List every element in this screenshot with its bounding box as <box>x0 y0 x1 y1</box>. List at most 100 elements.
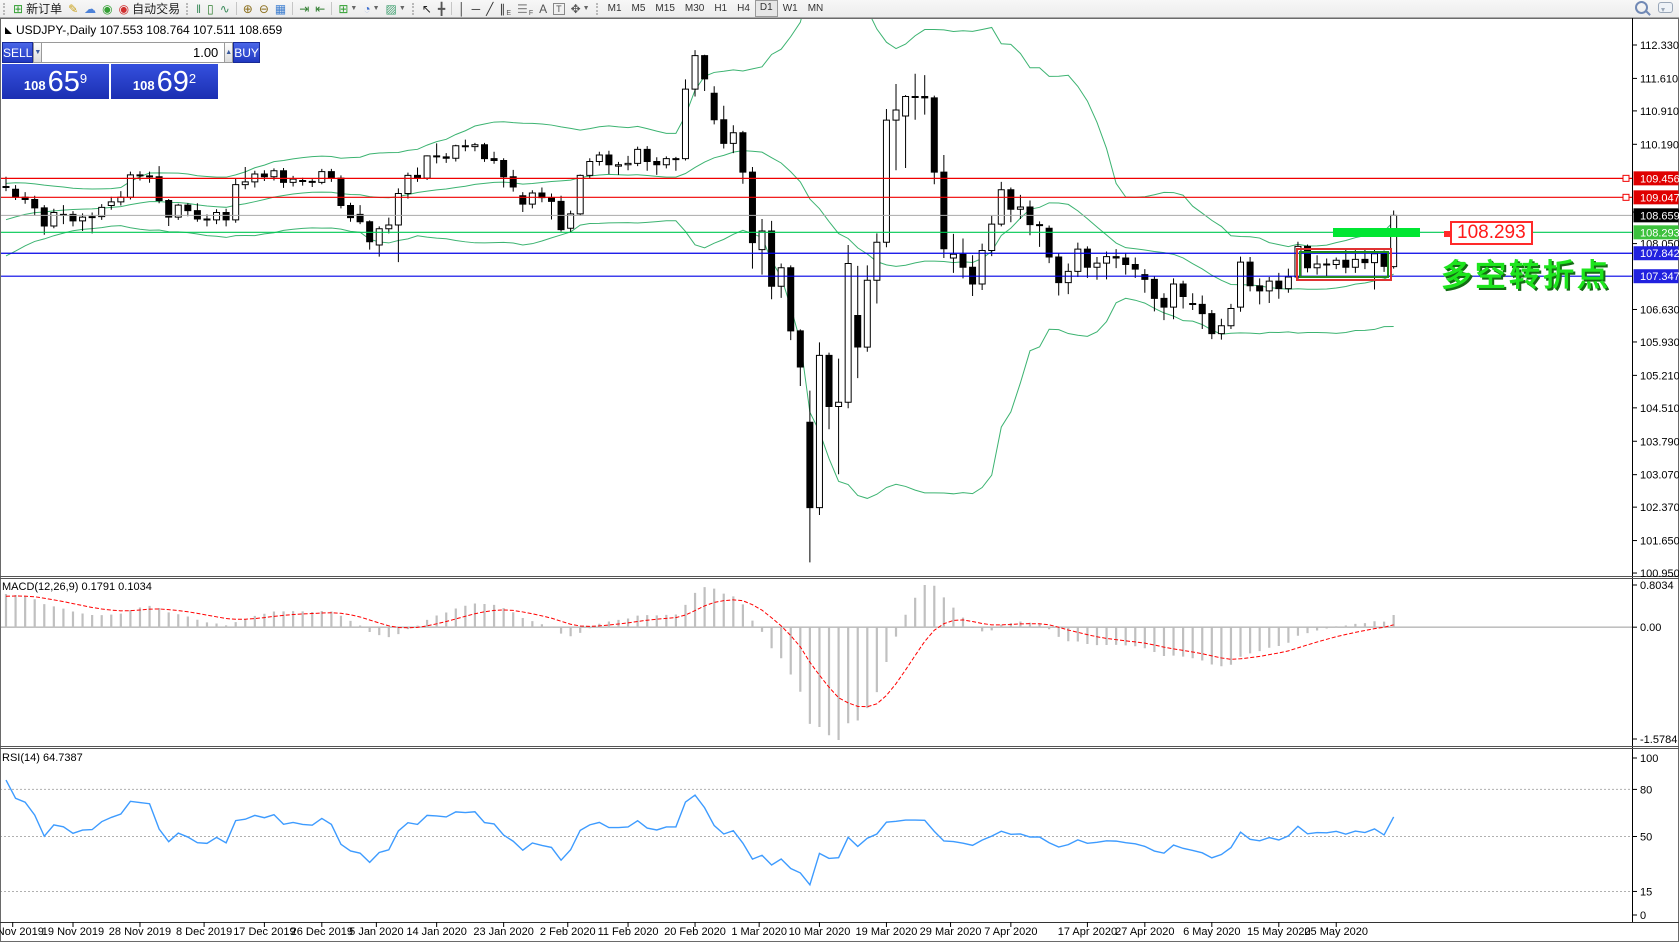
styles-icon[interactable]: ✎ <box>65 1 81 17</box>
price-badge <box>1633 269 1679 284</box>
buy-button[interactable]: BUY <box>233 42 260 63</box>
toolbar-drag-handle[interactable] <box>3 2 7 15</box>
price-tick-label: 101.650 <box>1640 536 1679 548</box>
text-button[interactable]: A <box>536 1 550 17</box>
auto-scroll-button[interactable]: ⇥ <box>296 1 312 17</box>
bearish-candle-bodies <box>2 55 1388 509</box>
price-axis[interactable]: 112.330111.610110.910110.190108.730108.0… <box>1632 40 1679 580</box>
buy-price-box[interactable]: 108 69 2 <box>111 64 218 99</box>
indicators-button[interactable]: ⊞ ▼ <box>335 1 360 17</box>
fibonacci-button[interactable]: ☰ F <box>514 1 536 17</box>
fibonacci-icon: ☰ <box>517 1 528 16</box>
crosshair-button[interactable]: ╋ <box>435 1 448 17</box>
channel-button[interactable]: ∥ E <box>496 1 514 17</box>
bar-chart-button[interactable]: ‖ <box>193 1 204 17</box>
sell-price-box[interactable]: 108 65 9 <box>2 64 109 99</box>
auto-scroll-icon: ⇥ <box>299 1 310 16</box>
icon-sub-letter: F <box>528 9 534 17</box>
volume-input[interactable] <box>42 42 225 63</box>
timeframe-m5-button[interactable]: M5 <box>631 3 646 14</box>
sell-button[interactable]: SELL <box>2 42 34 63</box>
highlight-bar-object[interactable] <box>1333 228 1420 237</box>
price-level-label[interactable]: 108.293 <box>1444 221 1533 245</box>
turning-point-annotation[interactable]: 多空转折点 <box>1441 258 1611 293</box>
horizontal-line-button[interactable]: ─ <box>469 1 484 17</box>
new-order-button[interactable]: ⊞ 新订单 <box>10 1 65 17</box>
tile-windows-button[interactable]: ▦ <box>272 1 289 17</box>
autotrading-button[interactable]: ◉ 自动交易 <box>116 1 184 17</box>
price-badge <box>1633 171 1679 186</box>
one-click-toggle-icon[interactable] <box>5 27 12 34</box>
trendline-button[interactable]: ╱ <box>483 1 496 17</box>
macd-panel <box>0 585 1632 740</box>
rsi-tick-label: 80 <box>1640 784 1652 796</box>
consolidation-rectangle-inner <box>1299 251 1389 278</box>
price-badge <box>1633 208 1679 223</box>
price-tick-label: 111.610 <box>1640 73 1678 85</box>
macd-tick-label: 0.00 <box>1640 622 1661 634</box>
chart-shift-button[interactable]: ⇤ <box>312 1 328 17</box>
indicators-icon: ⊞ <box>338 1 349 16</box>
date-tick-label: 17 Apr 2020 <box>1058 926 1117 938</box>
price-tick-label: 102.370 <box>1640 502 1679 514</box>
timeframe-h1-button[interactable]: H1 <box>714 3 728 14</box>
price-tick-label: 103.070 <box>1640 470 1679 482</box>
rsi-tick-label: 50 <box>1640 832 1652 844</box>
price-badge <box>1633 246 1679 261</box>
timeframe-w1-button[interactable]: W1 <box>782 3 798 14</box>
community-icon[interactable]: ☁ <box>81 1 99 17</box>
dropdown-caret-icon: ▼ <box>582 5 590 12</box>
timeframe-m1-button[interactable]: M1 <box>607 3 622 14</box>
volume-increase-button[interactable]: ▲ <box>224 42 234 63</box>
price-badge-label: 108.293 <box>1640 227 1679 239</box>
arrows-button[interactable]: ✥ ▼ <box>568 1 593 17</box>
date-tick-label: 19 Nov 2019 <box>42 926 104 938</box>
date-tick-label: 26 Dec 2019 <box>291 926 353 938</box>
label-button[interactable]: T <box>550 1 568 17</box>
signals-icon[interactable]: ◉ <box>99 1 115 17</box>
timeframe-m30-button[interactable]: M30 <box>684 3 705 14</box>
zoom-out-button[interactable]: ⊖ <box>256 1 272 17</box>
candlestick-button[interactable]: ▯ <box>204 1 217 17</box>
periods-button[interactable]: ◔ ▼ <box>360 1 382 17</box>
date-tick-label: 15 May 2020 <box>1247 926 1311 938</box>
rsi-panel <box>0 779 1632 892</box>
timeframe-h4-button[interactable]: H4 <box>737 3 750 14</box>
hline-endpoint-icon[interactable] <box>1622 193 1630 201</box>
cursor-button[interactable]: ↖ <box>419 1 435 17</box>
candlestick-icon: ▯ <box>207 1 214 16</box>
templates-button[interactable]: ▨ ▼ <box>383 1 409 17</box>
date-tick-label: 10 Mar 2020 <box>789 926 851 938</box>
date-tick-label: 8 Dec 2019 <box>176 926 232 938</box>
date-tick-label: 10 Nov 2019 <box>0 926 44 938</box>
volume-decrease-button[interactable]: ▼ <box>33 42 43 63</box>
zoom-in-button[interactable]: ⊕ <box>240 1 256 17</box>
consolidation-rectangle-object[interactable] <box>1296 248 1392 281</box>
new-order-button-label: 新订单 <box>26 2 63 16</box>
timeframe-mn-button[interactable]: MN <box>807 3 824 14</box>
toolbar-drag-handle[interactable] <box>411 2 416 15</box>
search-icon[interactable] <box>1635 1 1648 14</box>
horizontal-line-icon: ─ <box>471 1 481 16</box>
price-tick-label: 104.510 <box>1640 403 1679 415</box>
date-tick-label: 23 Jan 2020 <box>473 926 534 938</box>
price-badge-label: 108.659 <box>1640 210 1679 222</box>
vertical-line-button[interactable]: │ <box>455 1 469 17</box>
toolbar-drag-handle[interactable] <box>186 2 190 15</box>
zoom-in-icon: ⊕ <box>242 1 253 16</box>
line-chart-button[interactable]: ∿ <box>217 1 233 17</box>
date-tick-label: 20 Feb 2020 <box>664 926 726 938</box>
sell-price-bigfigure: 108 <box>23 78 46 93</box>
date-tick-label: 1 Mar 2020 <box>731 926 787 938</box>
trendline-icon: ╱ <box>486 1 494 16</box>
toolbar-drag-handle[interactable] <box>595 2 600 15</box>
hline-endpoint-icon[interactable] <box>1622 174 1630 182</box>
timeframe-m15-button[interactable]: M15 <box>655 3 675 14</box>
chat-icon[interactable] <box>1658 2 1673 13</box>
timeframe-d1-button[interactable]: D1 <box>754 0 778 17</box>
indicator-axes[interactable]: 0.8034 0.00 -1.5784 100 80 50 15 0 <box>1632 580 1677 922</box>
dropdown-caret-icon: ▼ <box>398 5 406 12</box>
